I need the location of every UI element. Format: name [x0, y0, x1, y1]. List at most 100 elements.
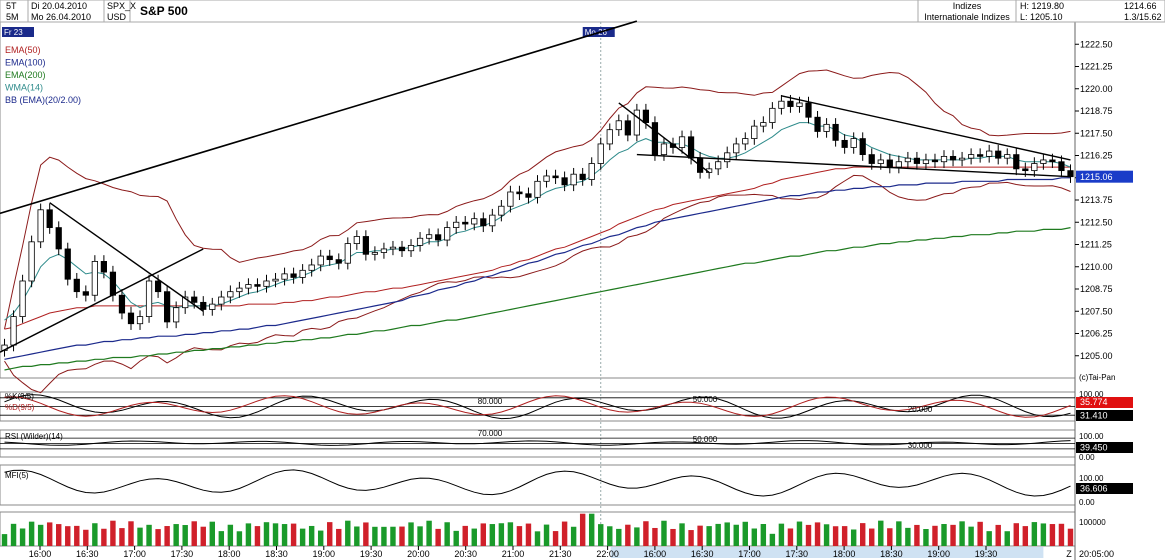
candle-body [615, 120, 622, 131]
xtick-label-10: 21:00 [502, 549, 525, 559]
volume-bar [218, 531, 225, 546]
change-value: 1.3/15.62 [1124, 12, 1162, 22]
candle-body [651, 122, 659, 156]
candle-body [769, 107, 776, 123]
candle-body [579, 173, 586, 180]
stoch-level-80: 80.000 [478, 397, 503, 406]
volume-bar [444, 522, 450, 546]
volume-bar [534, 531, 541, 546]
volume-bar [128, 521, 134, 546]
stoch-d-box [1076, 410, 1133, 421]
candle-body [498, 205, 505, 216]
candle-body [353, 236, 360, 245]
candle-body [91, 261, 98, 296]
volume-bar [977, 521, 983, 546]
candle-body [1049, 159, 1056, 163]
candle-body [227, 291, 234, 298]
volume-bar [471, 528, 477, 546]
candle-body [236, 287, 243, 293]
candle-body [191, 296, 198, 303]
volume-bar [787, 528, 794, 546]
volume-bar [869, 528, 875, 546]
candle-body [28, 241, 35, 282]
volume-bar [354, 526, 360, 546]
ytick-label-2: 1220.00 [1080, 84, 1113, 94]
volume-scale: 100000 [1079, 518, 1106, 527]
candle-body [46, 209, 53, 228]
candle-body [796, 102, 803, 107]
candle-body [64, 248, 71, 280]
volume-bar [516, 526, 523, 546]
candle-body [209, 303, 216, 310]
candle-body [570, 173, 577, 186]
volume-bar [742, 521, 748, 546]
volume-bar [317, 530, 324, 546]
volume-bar [914, 524, 920, 546]
candle-body [624, 120, 631, 136]
ytick-label-7: 1213.75 [1080, 195, 1113, 205]
volume-bar [823, 524, 830, 546]
volume-bar [56, 524, 62, 546]
volume-bar [1004, 531, 1010, 546]
volume-bar [561, 521, 568, 546]
volume-bar [65, 526, 71, 546]
volume-bar [182, 525, 188, 546]
candle-body [362, 236, 369, 255]
candle-body [841, 139, 848, 148]
candle-body [164, 291, 171, 323]
volume-bar [28, 521, 35, 546]
legend-item-2: EMA(200) [5, 70, 46, 80]
volume-bar [1049, 524, 1056, 546]
symbol: SPX_X [107, 1, 136, 11]
candle-body [82, 291, 89, 296]
candle-body [552, 175, 559, 179]
candle-body [805, 102, 812, 118]
volume-bar [164, 526, 170, 546]
volume-bar [850, 529, 857, 546]
candle-body [37, 209, 44, 243]
volume-bar [372, 526, 378, 546]
rsi-value-box [1076, 442, 1133, 453]
currency: USD [107, 12, 127, 22]
volume-bar [453, 530, 459, 546]
candle-body [660, 143, 668, 156]
candle-body [687, 136, 695, 159]
low-value: L: 1205.10 [1020, 12, 1063, 22]
volume-bar [1031, 522, 1038, 546]
volume-bar [525, 523, 532, 546]
volume-bar [896, 521, 902, 546]
volume-bar [408, 522, 414, 546]
volume-bar [119, 528, 125, 546]
candle-body [922, 159, 930, 164]
volume-bar [959, 521, 965, 546]
candle-body [958, 157, 966, 161]
stoch-d-label: %D(9/5) [5, 403, 35, 412]
volume-bar [498, 523, 505, 546]
volume-bar [607, 526, 613, 546]
candle-body [814, 116, 821, 132]
stoch-k-box [1076, 397, 1133, 408]
candle-body [886, 159, 893, 168]
candle-body [462, 221, 469, 225]
candle-body [715, 161, 722, 170]
xtick-label-6: 19:00 [313, 549, 336, 559]
xtick-label-19: 19:00 [927, 549, 950, 559]
volume-bar [697, 525, 703, 546]
volume-bar [92, 523, 98, 546]
volume-bar [245, 523, 252, 546]
candle-body [290, 273, 297, 278]
candle-body [895, 161, 902, 168]
candle-body [173, 307, 180, 323]
xtick-label-4: 18:00 [218, 549, 241, 559]
volume-bar [1058, 523, 1065, 546]
candle-body [778, 100, 785, 109]
volume-bar [796, 521, 803, 546]
xtick-label-5: 18:30 [265, 549, 288, 559]
xtick-label-17: 18:00 [833, 549, 856, 559]
xtick-label-11: 21:30 [549, 549, 572, 559]
volume-bar [751, 528, 758, 546]
volume-bar [625, 524, 631, 546]
volume-bar [715, 523, 721, 546]
